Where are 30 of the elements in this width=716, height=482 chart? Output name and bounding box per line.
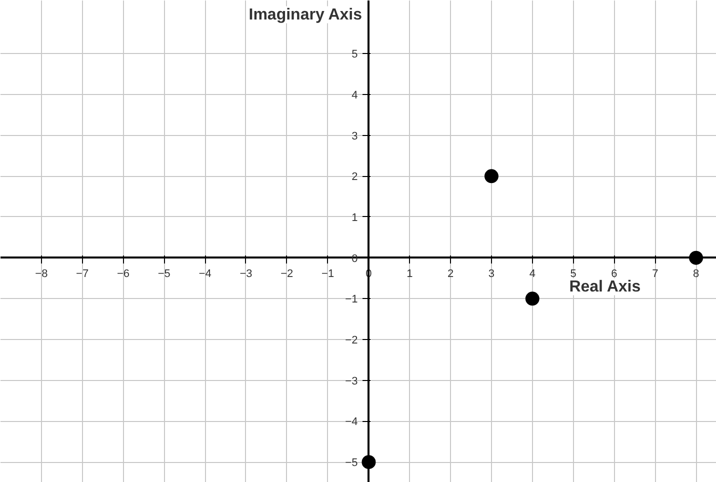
y-tick-label: 3 [352, 130, 358, 142]
x-tick-label: −6 [116, 268, 130, 280]
y-tick-label: −1 [345, 294, 358, 306]
x-tick-label: 7 [652, 268, 658, 280]
y-axis-title: Imaginary Axis [248, 6, 362, 24]
y-tick-label: 1 [352, 212, 358, 224]
x-tick-label: −2 [280, 268, 294, 280]
y-tick-label: 4 [352, 89, 358, 102]
y-tick-label: −2 [345, 334, 358, 347]
x-tick-label: −3 [240, 268, 252, 280]
y-tick-label: 2 [352, 171, 358, 184]
x-tick-label: −5 [158, 268, 170, 280]
point [484, 169, 498, 184]
x-tick-label: 1 [406, 268, 413, 280]
x-axis-title: Real Axis [569, 278, 641, 296]
y-tick-label: −5 [345, 457, 358, 470]
point [525, 292, 540, 306]
x-tick-label: 3 [488, 268, 495, 280]
x-tick-label: 2 [448, 268, 454, 280]
y-tick-label: −3 [345, 375, 358, 388]
x-tick-label: 6 [611, 268, 618, 280]
x-tick-label: −1 [322, 268, 334, 280]
x-tick-label: 8 [692, 268, 700, 280]
x-tick-label: −8 [35, 268, 48, 280]
x-tick-label: 4 [529, 268, 536, 280]
x-tick-label: −7 [76, 268, 89, 280]
y-tick-label: −4 [345, 416, 358, 428]
y-tick-label: 5 [352, 48, 358, 61]
x-tick-label: 5 [570, 268, 576, 280]
x-tick-label: −4 [198, 268, 212, 280]
